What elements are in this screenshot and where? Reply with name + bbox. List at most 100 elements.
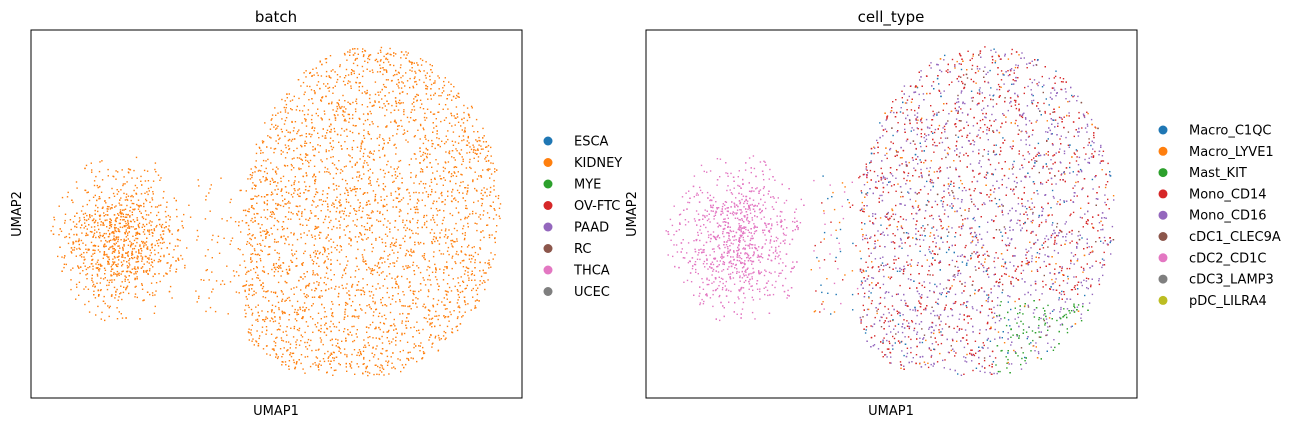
data-point — [186, 247, 188, 249]
data-point — [106, 284, 108, 287]
data-point — [992, 99, 994, 101]
data-point — [348, 294, 350, 296]
data-point — [143, 246, 145, 248]
data-point — [338, 292, 340, 295]
data-point — [394, 242, 396, 245]
data-point — [125, 222, 127, 225]
data-point — [359, 118, 361, 120]
data-point — [262, 230, 264, 232]
data-point — [499, 217, 501, 220]
data-point — [131, 253, 134, 256]
data-point — [423, 70, 425, 72]
data-point — [52, 233, 55, 235]
data-point — [102, 235, 104, 237]
data-point — [304, 120, 307, 122]
data-point — [265, 167, 267, 170]
data-point — [486, 188, 488, 190]
data-point — [114, 228, 116, 230]
data-point — [138, 252, 140, 254]
data-point — [420, 180, 422, 183]
data-point — [418, 79, 421, 81]
data-point — [296, 320, 298, 322]
data-point — [314, 182, 316, 185]
data-point — [379, 134, 381, 136]
data-point — [133, 169, 135, 172]
data-point — [434, 191, 437, 193]
data-point — [238, 274, 240, 277]
data-point — [324, 276, 326, 279]
data-point — [269, 136, 271, 138]
data-point — [366, 284, 368, 286]
data-point — [307, 219, 310, 221]
data-point — [92, 281, 94, 283]
data-point — [349, 231, 351, 233]
data-point — [324, 249, 326, 251]
data-point — [977, 290, 980, 292]
data-point — [431, 343, 433, 345]
data-point — [491, 234, 493, 236]
data-point — [181, 258, 184, 260]
data-point — [437, 75, 439, 77]
data-point — [378, 373, 380, 376]
data-point — [313, 251, 315, 254]
data-point — [116, 217, 119, 219]
data-point — [458, 192, 460, 194]
data-point — [297, 189, 299, 191]
data-point — [328, 253, 330, 255]
data-point — [973, 251, 975, 253]
data-point — [96, 261, 99, 263]
data-point — [330, 259, 332, 261]
data-point — [1070, 199, 1072, 201]
data-point — [162, 233, 165, 235]
data-point — [419, 283, 422, 285]
data-point — [340, 168, 342, 171]
data-point — [120, 261, 123, 263]
data-point — [454, 159, 456, 161]
data-point — [147, 229, 149, 232]
data-point — [98, 294, 100, 296]
data-point — [361, 140, 363, 142]
data-point — [83, 227, 85, 229]
data-point — [417, 267, 420, 269]
data-point — [429, 232, 432, 234]
data-point — [774, 286, 776, 289]
data-point — [112, 175, 114, 177]
data-point — [758, 271, 760, 273]
data-point — [323, 248, 326, 250]
data-point — [136, 296, 138, 299]
data-point — [335, 218, 337, 220]
data-point — [355, 98, 358, 100]
data-point — [300, 158, 302, 160]
data-point — [288, 138, 291, 141]
data-point — [309, 159, 312, 162]
data-point — [229, 201, 231, 204]
data-point — [349, 365, 352, 368]
data-point — [371, 352, 373, 354]
data-point — [127, 244, 130, 246]
data-point — [141, 216, 144, 218]
data-point — [335, 199, 337, 201]
data-point — [469, 166, 471, 169]
data-point — [335, 172, 337, 175]
data-point — [352, 220, 354, 222]
data-point — [164, 210, 167, 213]
data-point — [329, 326, 331, 328]
data-point — [437, 163, 439, 165]
data-point — [92, 265, 94, 267]
data-point — [310, 135, 312, 138]
data-point — [281, 131, 283, 133]
data-point — [277, 112, 279, 114]
data-point — [1006, 249, 1009, 251]
data-point — [350, 276, 352, 278]
data-point — [474, 222, 476, 224]
data-point — [91, 279, 93, 281]
data-point — [363, 192, 365, 194]
data-point — [383, 323, 386, 325]
data-point — [311, 98, 313, 100]
data-point — [117, 273, 119, 275]
data-point — [126, 252, 129, 254]
data-point — [312, 318, 314, 320]
data-point — [392, 74, 395, 77]
data-point — [341, 178, 344, 181]
data-point — [484, 158, 486, 160]
